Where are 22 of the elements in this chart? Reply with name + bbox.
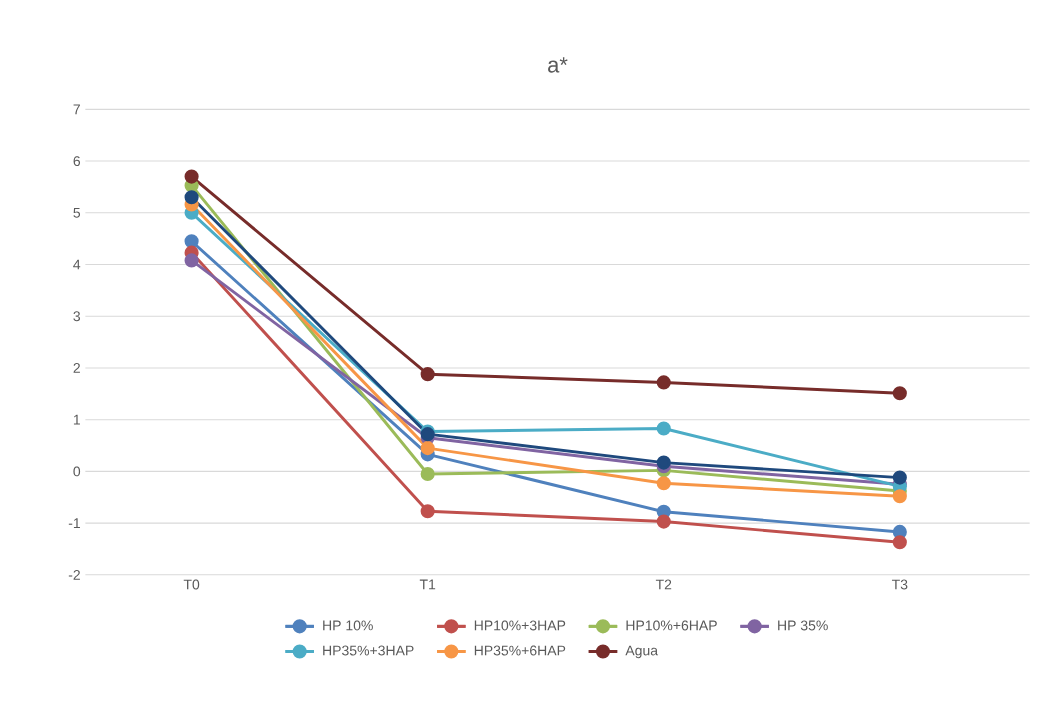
legend-label: HP10%+3HAP [474, 620, 566, 631]
legend-label: HP 35% [778, 620, 828, 631]
legend-label: HP10%+6HAP [626, 620, 717, 631]
y-tick-label: 6 [73, 156, 81, 167]
y-tick-label: 0 [73, 466, 81, 477]
y-tick-label: 5 [73, 208, 81, 218]
y-tick-label: -2 [68, 570, 80, 580]
y-tick-label: -1 [68, 518, 80, 529]
y-tick-label: 3 [73, 311, 81, 322]
y-tick-label: 4 [73, 259, 81, 270]
y-tick-label: 2 [73, 363, 80, 374]
legend-label: Agua [625, 645, 659, 659]
y-tick-label: 1 [73, 415, 80, 425]
legend-label: HP35%+6HAP [474, 645, 566, 656]
x-tick-label: T2 [655, 579, 672, 590]
x-tick-label: T3 [891, 579, 908, 590]
legend-label: HP 10% [323, 620, 373, 631]
y-tick-label: 7 [73, 104, 80, 115]
x-tick-label: T0 [183, 579, 200, 590]
x-tick-label: T1 [419, 579, 436, 590]
legend-label: HP35%+3HAP [323, 645, 414, 656]
chart-title: a* [548, 57, 568, 73]
